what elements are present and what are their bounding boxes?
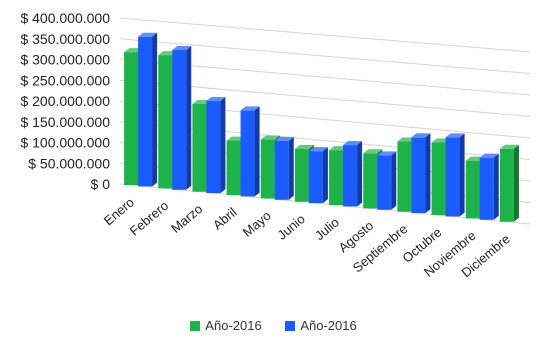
bar-top	[294, 145, 314, 150]
bar-2-agosto	[377, 151, 397, 210]
bar-top	[260, 135, 280, 140]
bar-side	[254, 106, 260, 197]
y-tick-label: $ 350.000.000	[20, 31, 110, 47]
bar-front	[329, 150, 344, 206]
bar-top	[411, 133, 431, 138]
y-tick-label: $ 250.000.000	[20, 72, 110, 88]
x-tick-label: Julio	[312, 214, 342, 243]
bar-front	[206, 101, 221, 194]
bar-top	[343, 141, 363, 146]
legend-swatch-series-1	[190, 320, 201, 331]
legend-item-series-1: Año-2016	[190, 318, 262, 333]
bar-side	[220, 97, 226, 194]
legend-item-series-2: Año-2016	[285, 318, 357, 333]
bar-side	[322, 147, 328, 204]
bar-2-septiembre	[411, 133, 431, 214]
bar-side	[391, 151, 397, 210]
bar-side	[425, 133, 431, 214]
bar-top	[499, 144, 519, 149]
x-tick-label: Abril	[210, 204, 240, 232]
bar-top	[206, 97, 226, 102]
legend-label-series-1: Año-2016	[205, 318, 262, 333]
bar-top	[138, 32, 158, 37]
y-tick-label: $ 200.000.000	[20, 93, 110, 109]
bar-top	[308, 147, 328, 152]
bar-2-octubre	[445, 133, 465, 217]
legend: Año-2016 Año-2016	[0, 318, 547, 334]
legend-swatch-series-2	[285, 320, 296, 331]
bar-side	[513, 144, 519, 222]
bar-top	[240, 106, 260, 111]
gridline	[119, 38, 531, 74]
bar-2-abril	[240, 106, 260, 197]
x-tick-label: Junio	[274, 211, 307, 242]
bar-front	[274, 140, 289, 200]
bar-1-diciembre	[499, 144, 519, 222]
bar-2-julio	[343, 141, 363, 207]
y-tick-label: $ 0	[91, 176, 111, 192]
bar-side	[459, 133, 465, 217]
y-tick-label: $ 400.000.000	[20, 10, 110, 26]
legend-label-series-2: Año-2016	[300, 318, 357, 333]
bar-top	[172, 46, 192, 51]
bar-front	[308, 151, 323, 204]
y-tick-label: $ 150.000.000	[20, 114, 110, 130]
bar-front	[172, 50, 187, 190]
bar-front	[363, 153, 378, 209]
y-axis: $ 400.000.000 $ 350.000.000 $ 300.000.000 $…	[20, 10, 110, 192]
y-tick-label: $ 50.000.000	[28, 155, 110, 171]
bar-top	[377, 151, 397, 156]
bar-front	[431, 142, 446, 216]
bar-front	[226, 140, 241, 196]
bar-front	[377, 155, 392, 210]
bar-front	[294, 149, 309, 202]
bar-side	[493, 153, 499, 220]
bar-front	[411, 137, 426, 214]
bars	[124, 32, 519, 222]
bar-front	[138, 36, 153, 187]
bar-2-febrero	[172, 46, 192, 190]
bar-front	[240, 110, 255, 197]
bar-2-mayo	[274, 136, 294, 200]
x-tick-label: Mayo	[240, 208, 274, 240]
bar-front	[124, 52, 139, 186]
y-tick-label: $ 100.000.000	[20, 135, 110, 151]
bar-2-enero	[138, 32, 158, 187]
bar-2-noviembre	[479, 153, 499, 220]
bar-side	[186, 46, 192, 190]
y-tick-label: $ 300.000.000	[20, 52, 110, 68]
bar-front	[465, 160, 480, 219]
bar-front	[479, 157, 494, 220]
bar-front	[445, 137, 460, 217]
bar-front	[192, 103, 207, 192]
x-tick-label: Marzo	[168, 201, 205, 236]
gridline	[119, 17, 531, 53]
bar-side	[288, 136, 294, 200]
bar-top	[479, 153, 499, 158]
bar-top	[274, 136, 294, 141]
bar-front	[158, 55, 173, 189]
bar-2-junio	[308, 147, 328, 204]
gridline	[119, 183, 531, 225]
bar-top	[445, 133, 465, 138]
bar-top	[363, 149, 383, 154]
bar-side	[152, 32, 158, 187]
bar-front	[343, 145, 358, 207]
bar-front	[260, 139, 275, 199]
bar-side	[357, 141, 363, 207]
bar-front	[499, 148, 514, 222]
bar-2-marzo	[206, 97, 226, 194]
bar-front	[397, 141, 412, 212]
